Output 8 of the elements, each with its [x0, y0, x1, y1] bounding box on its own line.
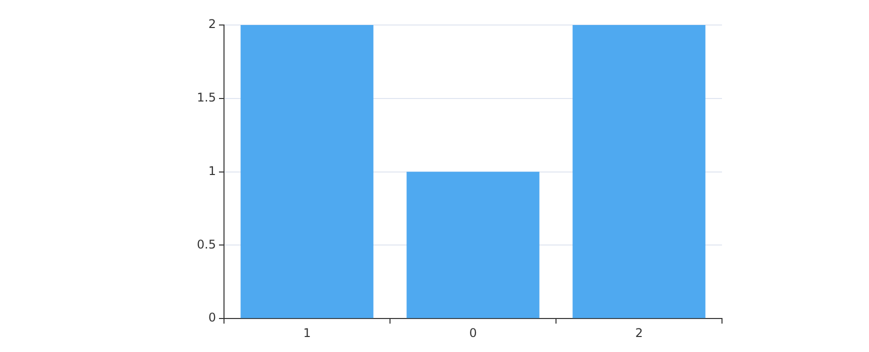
y-tick-label: 2 — [208, 17, 216, 32]
x-tick-label: 1 — [303, 326, 311, 340]
x-tick-label: 2 — [635, 326, 643, 340]
x-tick-label: 0 — [469, 326, 477, 340]
y-tick-label: 0.5 — [196, 237, 216, 252]
y-tick-label: 1.5 — [196, 90, 216, 105]
y-tick-label: 0 — [208, 310, 216, 325]
y-tick-label: 1 — [208, 164, 216, 178]
